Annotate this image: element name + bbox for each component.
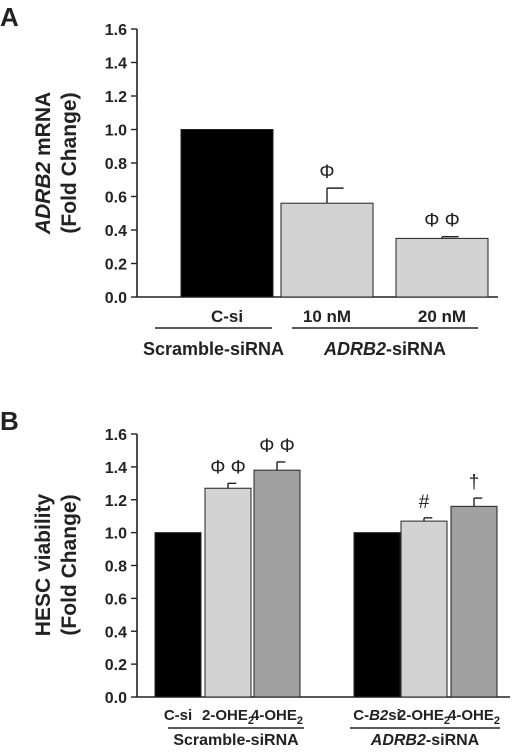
panel-a-category-label: C-si	[211, 307, 243, 326]
panel-b-bar	[204, 487, 252, 698]
panel-b-y-tick-label: 0.0	[105, 690, 127, 707]
panel-b-category-label: C-B2si	[353, 707, 401, 724]
panel-a-group-label: Scramble-siRNA	[143, 339, 284, 359]
panel-b-significance-label: †	[469, 472, 480, 493]
panel-b-y-tick-label: 0.8	[105, 559, 127, 576]
panel-b-category-label: C-si	[164, 707, 192, 724]
panel-b-y-tick-label: 0.6	[105, 591, 127, 608]
panel-b-group-label: ADRB2-siRNA	[370, 732, 480, 749]
panel-b-bar	[353, 532, 401, 698]
panel-b-group-label: Scramble-siRNA	[173, 732, 299, 749]
panel-a-y-tick-label: 1.2	[105, 89, 127, 106]
panel-a-group-label: ADRB2-siRNA	[323, 339, 446, 359]
panel-b-bar	[400, 520, 448, 698]
panel-b-y-tick-label: 1.6	[105, 427, 127, 444]
panel-b-significance-label: Φ Φ	[210, 457, 246, 478]
panel-a-y-tick-label: 0.4	[105, 223, 127, 240]
panel-b-bar	[253, 469, 301, 698]
panel-a-y-tick-label: 0.6	[105, 190, 127, 207]
panel-a-y-tick-label: 0.8	[105, 156, 127, 173]
panel-a: A 0.0 0.2 0.4 0.6 0.8 1.0 1.2 1.4 1.6 ADRB2 mRNA(…	[0, 2, 498, 359]
panel-b-y-axis-label-line: (Fold Change)	[58, 494, 81, 635]
panel-a-bar	[395, 237, 489, 298]
panel-b-bar	[450, 505, 498, 698]
panel-a-y-tick-label: 0.2	[105, 257, 127, 274]
panel-b-bar	[154, 532, 202, 698]
panel-a-significance-label: Φ Φ	[424, 211, 460, 232]
panel-b-y-tick-label: 0.4	[105, 624, 127, 641]
panel-b-y-tick-label: 1.4	[105, 460, 127, 477]
panel-a-y-tick-label: 0.0	[105, 290, 127, 307]
panel-a-category-label: 20 nM	[418, 307, 466, 326]
panel-a-bar	[180, 129, 274, 298]
panel-b-y-tick-label: 1.0	[105, 526, 127, 543]
panel-b-y-tick-label: 1.2	[105, 493, 127, 510]
panel-b-letter: B	[0, 406, 19, 436]
panel-a-significance-label: Φ	[319, 162, 334, 183]
panel-b-y-tick-label: 0.2	[105, 657, 127, 674]
panel-b-significance-label: Φ Φ	[259, 436, 295, 457]
panel-a-y-axis-label-line: (Fold Change)	[58, 92, 81, 233]
panel-b-significance-label: #	[419, 492, 430, 513]
panel-a-letter: A	[0, 2, 19, 32]
panel-a-bar	[280, 202, 374, 298]
panel-b-category-label: 2-OHE2	[398, 707, 450, 727]
panel-a-y-tick-label: 1.4	[105, 56, 127, 73]
panel-a-category-label: 10 nM	[303, 307, 351, 326]
panel-b-y-axis-label-line: HESC viability	[32, 493, 55, 636]
panel-b-category-label: 4-OHE2	[448, 707, 500, 727]
panel-b: B 0.0 0.2 0.4 0.6 0.8 1.0 1.2 1.4 1.6 HESC viabil…	[0, 406, 510, 749]
panel-b-category-label: 2-OHE2	[202, 707, 254, 727]
panel-a-y-axis-label-line: ADRB2 mRNA	[32, 92, 55, 235]
panel-b-category-label: 4-OHE2	[251, 707, 303, 727]
panel-a-y-tick-label: 1.0	[105, 123, 127, 140]
panel-a-y-tick-label: 1.6	[105, 22, 127, 39]
